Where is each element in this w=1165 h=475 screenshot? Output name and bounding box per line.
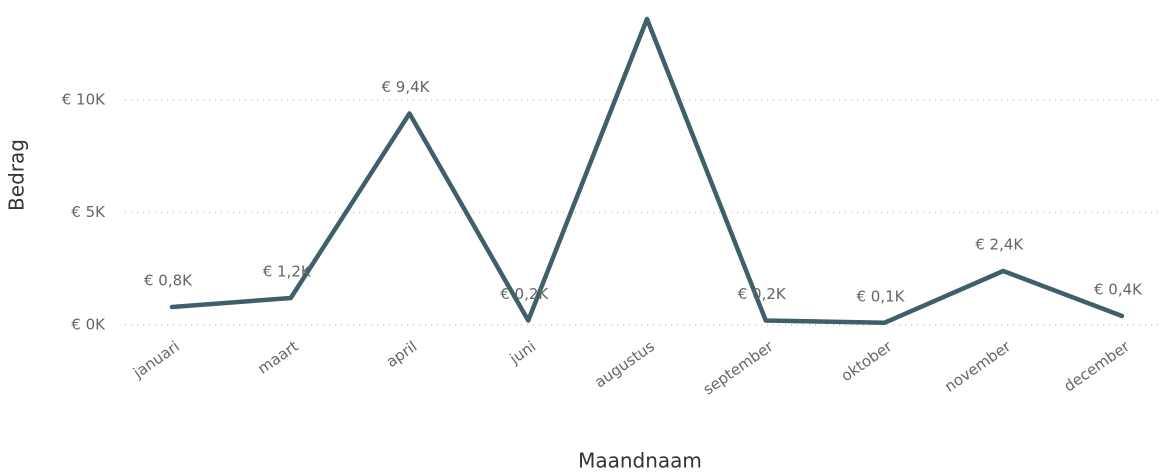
x-tick-label: augustus bbox=[591, 337, 658, 391]
x-tick-label: maart bbox=[254, 337, 301, 378]
data-label: € 0,1K bbox=[856, 287, 905, 305]
y-tick-label: € 0K bbox=[71, 316, 106, 334]
y-tick-label: € 5K bbox=[71, 203, 106, 221]
x-tick-label: januari bbox=[129, 337, 183, 382]
x-tick-label: oktober bbox=[838, 337, 896, 385]
x-tick-label: november bbox=[941, 337, 1015, 396]
data-label: € 9,4K bbox=[381, 78, 430, 96]
data-label: € 0,2K bbox=[500, 285, 549, 303]
x-tick-label: december bbox=[1060, 337, 1133, 396]
data-label: € 13,6K bbox=[614, 0, 673, 2]
data-label: € 2,4K bbox=[975, 236, 1024, 254]
y-axis-title: Bedrag bbox=[5, 139, 29, 211]
x-axis-title: Maandnaam bbox=[578, 449, 702, 473]
x-tick-label: september bbox=[700, 337, 778, 399]
data-label: € 1,2K bbox=[263, 263, 312, 281]
x-tick-label: juni bbox=[506, 337, 540, 368]
data-label: € 0,2K bbox=[738, 285, 787, 303]
line bbox=[169, 16, 1125, 325]
y-tick-label: € 10K bbox=[62, 91, 106, 109]
data-label: € 0,4K bbox=[1094, 281, 1143, 299]
x-tick-label: april bbox=[383, 337, 421, 371]
data-label: € 0,8K bbox=[144, 272, 193, 290]
